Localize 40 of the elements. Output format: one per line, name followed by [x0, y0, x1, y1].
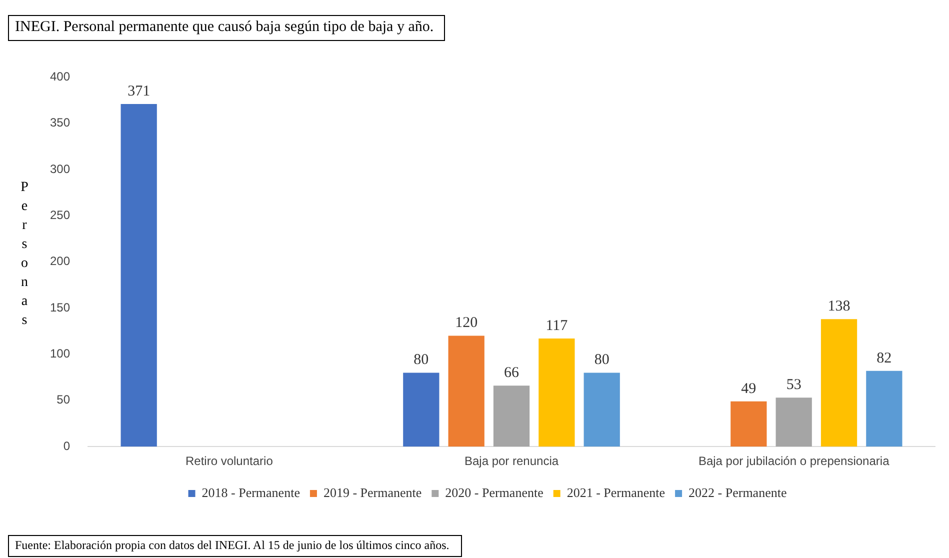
- legend-label: 2019 - Permanente: [323, 484, 422, 500]
- bar: [776, 398, 812, 447]
- data-label: 371: [128, 83, 150, 100]
- bar: [584, 372, 620, 447]
- source-note: Fuente: Elaboración propia con datos del INEGI. Al 15 de junio de los últimos cinco años.: [8, 535, 462, 557]
- y-tick-label: 400: [50, 70, 70, 84]
- data-label: 80: [414, 352, 429, 368]
- bar: [730, 401, 767, 447]
- data-label: 53: [786, 377, 802, 394]
- y-tick-label: 350: [50, 116, 70, 130]
- legend-label: 2022 - Permanente: [688, 484, 787, 500]
- data-label: 49: [741, 380, 756, 397]
- y-tick-label: 100: [50, 346, 70, 361]
- y-axis-title: Personas: [16, 180, 32, 332]
- legend-label: 2021 - Permanente: [566, 484, 666, 500]
- bar: [448, 336, 484, 447]
- bar: [120, 104, 157, 447]
- y-tick-label: 50: [56, 392, 70, 407]
- bar: [493, 386, 530, 447]
- y-tick-label: 200: [50, 254, 70, 268]
- bar: [538, 338, 575, 447]
- data-label: 138: [828, 298, 850, 315]
- y-tick-label: 300: [50, 162, 70, 176]
- y-tick-label: 150: [50, 300, 70, 314]
- data-label: 117: [546, 318, 568, 334]
- data-label: 80: [594, 352, 610, 368]
- data-label: 82: [876, 350, 892, 366]
- legend-label: 2018 - Permanente: [202, 484, 300, 500]
- legend-label: 2020 - Permanente: [445, 484, 544, 500]
- y-tick-label: 0: [63, 438, 70, 453]
- data-label: 66: [504, 365, 520, 382]
- bar: [866, 370, 902, 447]
- y-tick-label: 250: [50, 208, 70, 222]
- bar: [820, 319, 858, 447]
- bar: [403, 372, 440, 447]
- chart-title: INEGI. Personal permanente que causó baja según tipo de baja y año.: [8, 15, 445, 41]
- x-tick-label: Baja por renuncia: [464, 454, 559, 468]
- x-tick-label: Baja por jubilación o prepensionaria: [698, 454, 890, 468]
- x-tick-label: Retiro voluntario: [185, 454, 274, 468]
- data-label: 120: [455, 315, 478, 332]
